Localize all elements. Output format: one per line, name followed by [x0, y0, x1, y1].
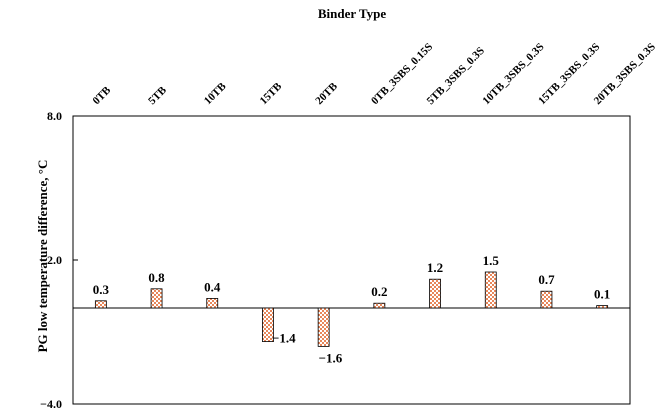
bar: [596, 305, 609, 309]
data-label: 0.3: [93, 282, 110, 297]
category-label: 15TB: [258, 80, 285, 107]
category-label: 0TB: [90, 84, 113, 107]
data-label: 1.2: [427, 260, 443, 275]
bar: [429, 278, 441, 309]
data-label: −1.6: [319, 350, 343, 365]
y-tick-label: 8.0: [47, 109, 62, 123]
bar: [94, 300, 107, 309]
bar: [317, 307, 330, 347]
bar: [540, 290, 553, 309]
data-label: 0.1: [594, 287, 610, 302]
bar: [206, 297, 219, 309]
category-label: 10TB: [202, 80, 229, 107]
data-label: 1.5: [483, 253, 500, 268]
bar: [373, 302, 386, 309]
category-label: 20TB_3SBS_0.3S: [592, 41, 658, 107]
data-labels: 0.3 0.8 0.4 −1.4 −1.6 0.2 1.2 1.5 0.7 0.1: [93, 253, 611, 365]
y-tick-label: −4.0: [40, 397, 62, 411]
y-axis-ticks: 8.0 2.0 −4.0: [40, 109, 78, 411]
data-label: 0.7: [538, 272, 555, 287]
bar: [262, 307, 274, 342]
data-label: 0.2: [371, 284, 387, 299]
plot-frame: [72, 115, 631, 405]
bars: [94, 271, 609, 347]
data-label: −1.4: [272, 331, 296, 346]
y-axis-label: PG low temperature difference, °C: [35, 160, 50, 353]
data-label: 0.8: [148, 270, 165, 285]
chart-title: Binder Type: [318, 6, 386, 21]
bar: [150, 288, 163, 309]
category-label: 5TB_3SBS_0.3S: [425, 45, 487, 107]
data-label: 0.4: [204, 279, 221, 294]
category-labels: 0TB 5TB 10TB 15TB 20TB 0TB_3SBS_0.15S5TB_3SBS…: [90, 41, 658, 107]
category-label: 20TB: [313, 80, 340, 107]
bar: [484, 271, 497, 309]
category-label: 5TB: [146, 84, 169, 107]
y-tick-label: 2.0: [47, 253, 62, 267]
